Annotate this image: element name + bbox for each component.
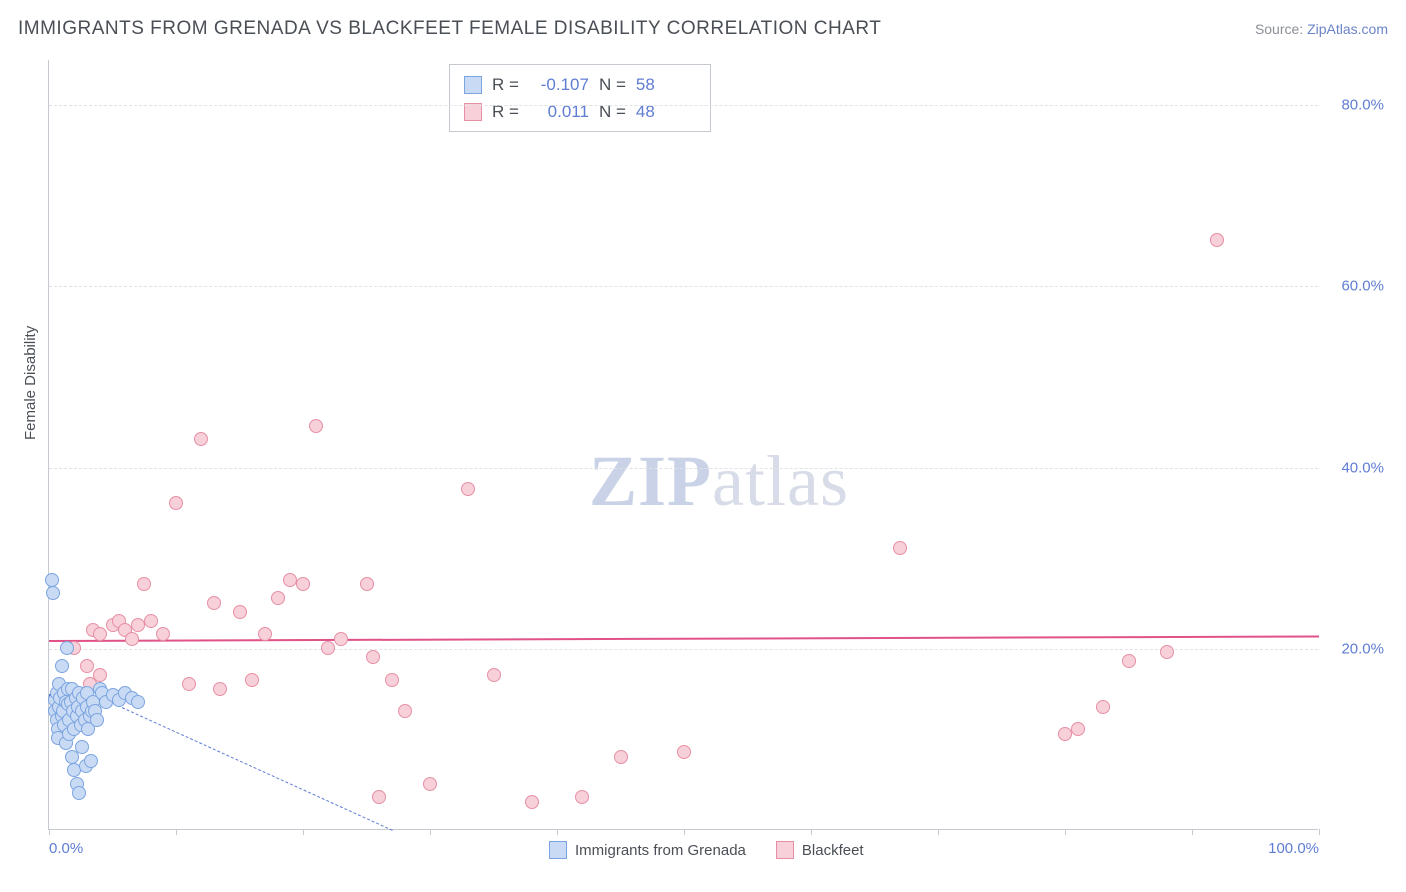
- data-point-blackfeet: [1071, 722, 1085, 736]
- data-point-blackfeet: [169, 496, 183, 510]
- data-point-blackfeet: [137, 577, 151, 591]
- data-point-grenada: [90, 713, 104, 727]
- data-point-blackfeet: [461, 482, 475, 496]
- chart-title: IMMIGRANTS FROM GRENADA VS BLACKFEET FEM…: [18, 18, 881, 40]
- data-point-blackfeet: [194, 432, 208, 446]
- data-point-blackfeet: [575, 790, 589, 804]
- gridline: [49, 649, 1318, 650]
- source-link[interactable]: ZipAtlas.com: [1307, 21, 1388, 37]
- chart-header: IMMIGRANTS FROM GRENADA VS BLACKFEET FEM…: [18, 18, 1388, 40]
- source-attribution: Source: ZipAtlas.com: [1255, 21, 1388, 37]
- data-point-blackfeet: [360, 577, 374, 591]
- gridline: [49, 105, 1318, 106]
- data-point-grenada: [60, 641, 74, 655]
- data-point-grenada: [84, 754, 98, 768]
- data-point-blackfeet: [156, 627, 170, 641]
- data-point-blackfeet: [80, 659, 94, 673]
- watermark: ZIPatlas: [589, 440, 849, 523]
- data-point-grenada: [55, 659, 69, 673]
- data-point-blackfeet: [207, 596, 221, 610]
- y-tick-label: 60.0%: [1341, 278, 1384, 295]
- data-point-blackfeet: [233, 605, 247, 619]
- data-point-blackfeet: [423, 777, 437, 791]
- stats-row: R =-0.107N =58: [464, 71, 696, 98]
- x-tick: [938, 829, 939, 835]
- correlation-stats-box: R =-0.107N =58R =0.011N =48: [449, 64, 711, 132]
- data-point-blackfeet: [893, 541, 907, 555]
- legend-swatch: [549, 841, 567, 859]
- trendline-blackfeet: [49, 635, 1319, 642]
- data-point-blackfeet: [1160, 645, 1174, 659]
- legend-item: Immigrants from Grenada: [549, 841, 746, 859]
- data-point-blackfeet: [271, 591, 285, 605]
- y-tick-label: 20.0%: [1341, 640, 1384, 657]
- x-tick: [811, 829, 812, 835]
- data-point-blackfeet: [182, 677, 196, 691]
- y-tick-label: 80.0%: [1341, 97, 1384, 114]
- data-point-grenada: [75, 740, 89, 754]
- data-point-grenada: [72, 786, 86, 800]
- data-point-blackfeet: [525, 795, 539, 809]
- legend-swatch: [776, 841, 794, 859]
- data-point-blackfeet: [372, 790, 386, 804]
- gridline: [49, 286, 1318, 287]
- x-tick: [1192, 829, 1193, 835]
- data-point-blackfeet: [398, 704, 412, 718]
- data-point-blackfeet: [614, 750, 628, 764]
- x-tick: [49, 829, 50, 835]
- trendline-grenada-extension: [112, 703, 392, 831]
- data-point-blackfeet: [334, 632, 348, 646]
- data-point-blackfeet: [309, 419, 323, 433]
- legend: Immigrants from Grenada Blackfeet: [549, 841, 864, 859]
- x-tick: [176, 829, 177, 835]
- y-axis-label: Female Disability: [22, 326, 39, 440]
- legend-item: Blackfeet: [776, 841, 864, 859]
- scatter-plot: ZIPatlas R =-0.107N =58R =0.011N =48 Imm…: [48, 60, 1318, 830]
- data-point-blackfeet: [1096, 700, 1110, 714]
- x-tick: [303, 829, 304, 835]
- data-point-blackfeet: [385, 673, 399, 687]
- data-point-blackfeet: [1122, 654, 1136, 668]
- data-point-blackfeet: [1210, 233, 1224, 247]
- data-point-blackfeet: [213, 682, 227, 696]
- data-point-blackfeet: [245, 673, 259, 687]
- data-point-blackfeet: [677, 745, 691, 759]
- x-tick: [684, 829, 685, 835]
- x-tick: [557, 829, 558, 835]
- data-point-blackfeet: [93, 627, 107, 641]
- x-tick: [1065, 829, 1066, 835]
- x-tick-label: 0.0%: [49, 840, 83, 857]
- y-tick-label: 40.0%: [1341, 459, 1384, 476]
- x-tick: [1319, 829, 1320, 835]
- data-point-grenada: [46, 586, 60, 600]
- data-point-blackfeet: [366, 650, 380, 664]
- data-point-grenada: [131, 695, 145, 709]
- data-point-blackfeet: [125, 632, 139, 646]
- data-point-grenada: [45, 573, 59, 587]
- data-point-blackfeet: [296, 577, 310, 591]
- x-tick-label: 100.0%: [1268, 840, 1319, 857]
- stats-row: R =0.011N =48: [464, 98, 696, 125]
- data-point-blackfeet: [321, 641, 335, 655]
- x-tick: [430, 829, 431, 835]
- data-point-blackfeet: [144, 614, 158, 628]
- data-point-blackfeet: [258, 627, 272, 641]
- legend-swatch: [464, 76, 482, 94]
- gridline: [49, 468, 1318, 469]
- data-point-blackfeet: [487, 668, 501, 682]
